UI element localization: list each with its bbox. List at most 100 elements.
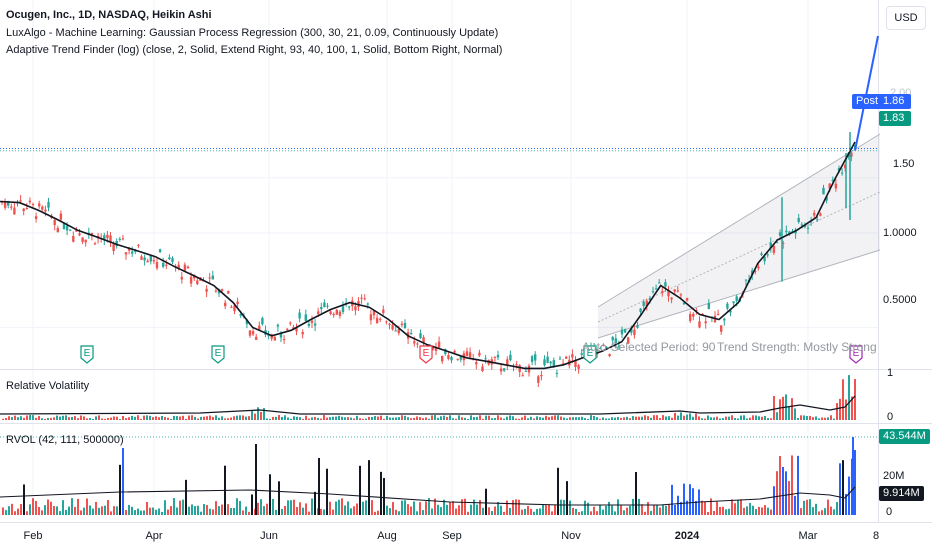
rvol-bar	[485, 488, 487, 515]
rvol-bar	[824, 508, 826, 515]
rvol-bar	[98, 507, 100, 515]
earnings-marker[interactable]: E	[583, 345, 597, 364]
volatility-bar	[635, 416, 637, 420]
volatility-bar	[485, 415, 487, 420]
candle-body	[775, 241, 779, 243]
volatility-bar	[848, 375, 850, 420]
rvol-bar	[764, 505, 766, 515]
rvol-bar	[83, 507, 85, 515]
volatility-bar	[299, 417, 301, 420]
volatility-bar	[677, 415, 679, 420]
rvol-bar	[284, 505, 286, 515]
candle-body	[245, 319, 249, 325]
volatility-bar	[602, 417, 604, 420]
rvol-bar	[497, 502, 499, 515]
volatility-bar	[350, 417, 352, 420]
volatility-bar	[227, 418, 229, 420]
legend-gpr[interactable]: LuxAlgo - Machine Learning: Gaussian Pro…	[6, 27, 499, 39]
rvol-bar	[290, 500, 292, 515]
rvol-bar	[845, 493, 847, 515]
earnings-marker[interactable]: E	[211, 345, 225, 364]
candle-body	[537, 376, 540, 383]
rvol-bar	[839, 463, 841, 515]
rvol-bar	[314, 491, 316, 515]
rvol-bar	[536, 508, 538, 515]
candle-body	[453, 350, 456, 353]
rvol-bar	[191, 504, 193, 515]
volatility-bar	[512, 416, 514, 420]
candle-body	[844, 164, 847, 169]
rvol-bar	[215, 501, 217, 515]
earnings-marker[interactable]: E	[849, 345, 863, 364]
volatility-bar	[638, 416, 640, 420]
currency-button[interactable]: USD	[886, 6, 926, 30]
volatility-bar	[323, 415, 325, 420]
rvol-bar	[788, 481, 790, 515]
rvol-bar	[506, 500, 508, 515]
earnings-marker[interactable]: E	[419, 345, 433, 364]
rvol-bar	[842, 460, 844, 515]
rvol-bar	[416, 511, 418, 515]
volatility-bar	[674, 412, 676, 420]
volatility-bar	[671, 417, 673, 420]
candle-body	[679, 294, 683, 296]
volatility-bar	[563, 417, 565, 420]
volatility-bar	[296, 416, 298, 420]
rvol-bar	[533, 511, 535, 515]
rvol-bar	[350, 508, 352, 515]
candle-body	[239, 314, 242, 316]
rvol-bar	[602, 509, 604, 515]
rvol-bar	[239, 501, 241, 515]
volatility-bar	[479, 415, 481, 420]
volatility-bar	[821, 417, 823, 420]
volatility-bar	[197, 418, 199, 420]
rvol-bar	[209, 508, 211, 515]
rvol-bar	[182, 499, 184, 515]
volatility-bar	[158, 417, 160, 420]
volatility-bar	[404, 415, 406, 420]
candle-body	[81, 237, 84, 242]
rvol-bar	[146, 502, 148, 515]
rvol-bar	[794, 495, 796, 515]
rvol-pane-label[interactable]: RVOL (42, 111, 500000)	[6, 434, 124, 446]
candle-body	[329, 311, 332, 314]
volatility-bar	[623, 417, 625, 420]
volatility-bar	[653, 415, 655, 420]
earnings-marker[interactable]: E	[80, 345, 94, 364]
volatility-bar	[797, 417, 799, 420]
candle-body	[574, 361, 577, 368]
volatility-bar	[581, 416, 583, 420]
candle-body	[608, 353, 611, 357]
rvol-bar	[734, 503, 736, 515]
volatility-bar	[584, 418, 586, 420]
rvol-bar	[245, 506, 247, 515]
rvol-bar	[92, 508, 94, 515]
rvol-bar	[515, 499, 517, 515]
candle-body	[363, 298, 366, 300]
rvol-bar	[380, 471, 382, 515]
candle-body	[689, 314, 692, 321]
volatility-bar	[515, 418, 517, 420]
volatility-bar	[407, 417, 409, 420]
candle-body	[698, 321, 701, 328]
volatility-bar	[140, 418, 142, 420]
rvol-bar	[803, 500, 805, 515]
volatility-bar	[791, 398, 793, 420]
rvol-bar	[695, 500, 697, 515]
volatility-bar	[557, 415, 559, 420]
volatility-bar	[113, 416, 115, 420]
legend-trend-finder[interactable]: Adaptive Trend Finder (log) (close, 2, S…	[6, 44, 503, 56]
volatility-bar	[812, 417, 814, 420]
candle-body	[189, 276, 193, 284]
volatility-pane-label[interactable]: Relative Volatility	[6, 380, 90, 392]
symbol-title: Ocugen, Inc., 1D, NASDAQ, Heikin Ashi	[6, 9, 212, 21]
volatility-bar	[308, 418, 310, 420]
candle-body	[571, 354, 574, 358]
candle-body	[360, 297, 363, 299]
earnings-marker-shape	[419, 345, 433, 364]
rvol-bar	[806, 499, 808, 515]
candle-body	[38, 203, 41, 207]
volatility-bar	[452, 418, 454, 420]
